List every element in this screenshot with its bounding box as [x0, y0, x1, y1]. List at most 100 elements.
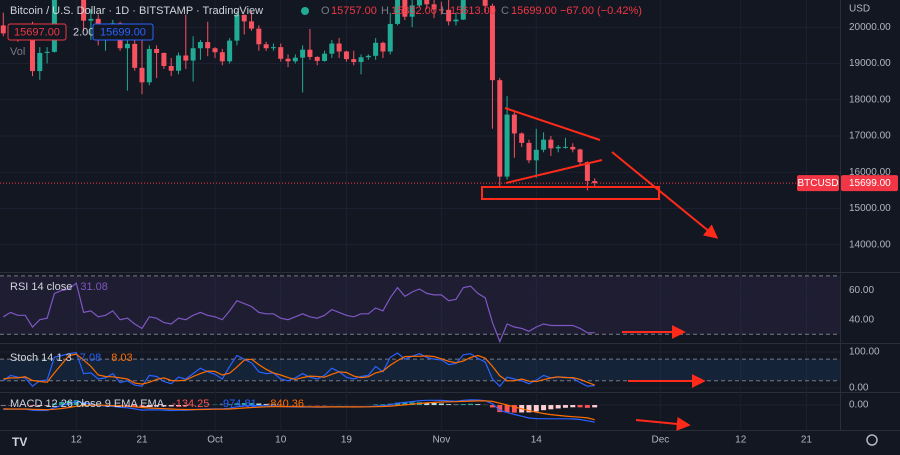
- symbol-tag-label: BTCUSD: [797, 178, 838, 189]
- candle-body: [176, 55, 182, 71]
- histogram-bar: [438, 403, 444, 406]
- price-tag-label: 15699.00: [849, 178, 891, 189]
- candle-body: [548, 139, 554, 149]
- candle-body: [460, 0, 466, 20]
- candle-body: [0, 25, 6, 34]
- y-tick-label: 20000.00: [849, 22, 891, 33]
- histogram-bar: [497, 405, 503, 413]
- candle-body: [365, 55, 371, 58]
- histogram-bar: [446, 404, 452, 406]
- histogram-bar: [132, 405, 138, 408]
- indicator-value: -840.36: [267, 398, 304, 410]
- histogram-bar: [168, 405, 174, 407]
- candle-body: [519, 133, 525, 143]
- indicator-value: 7.08: [80, 352, 101, 364]
- histogram-bar: [570, 405, 576, 408]
- x-tick-label: Dec: [651, 435, 669, 446]
- drawings: [481, 107, 719, 431]
- y-tick-label: 17000.00: [849, 131, 891, 142]
- histogram-bar: [562, 405, 568, 408]
- x-tick-label: Nov: [432, 435, 450, 446]
- candle-body: [497, 80, 503, 177]
- trend-line: [505, 159, 603, 184]
- histogram-bar: [460, 404, 466, 406]
- histogram-bar: [489, 405, 495, 408]
- candle-body: [431, 4, 437, 10]
- candle-body: [300, 49, 306, 58]
- bid-price[interactable]: 15697.00: [14, 26, 60, 38]
- ohlc-value: 15832.00: [391, 5, 437, 17]
- y-tick-label: 0.00: [849, 400, 869, 411]
- candle-body: [81, 0, 87, 21]
- x-tick-label: 14: [531, 435, 543, 446]
- y-tick-label: 100.00: [849, 347, 880, 358]
- candle-body: [124, 43, 130, 49]
- candle-body: [526, 142, 532, 161]
- candle-body: [446, 9, 452, 22]
- histogram-bar: [402, 402, 408, 406]
- candle-body: [241, 14, 247, 22]
- histogram-bar: [526, 405, 532, 413]
- candle-body: [504, 114, 510, 177]
- y-tick-label: 14000.00: [849, 239, 891, 250]
- candle-body: [256, 28, 262, 45]
- candle-body: [533, 149, 539, 161]
- currency-label: USD: [849, 4, 870, 15]
- histogram-bar: [263, 404, 269, 406]
- histogram-bar: [161, 405, 167, 407]
- macd-line: [3, 400, 595, 421]
- candle-body: [212, 48, 218, 53]
- candle-body: [278, 47, 284, 59]
- candle-body: [37, 52, 43, 72]
- candle-body: [197, 42, 203, 49]
- indicator-title: RSI 14 close: [10, 281, 72, 293]
- arrow: [635, 416, 691, 431]
- ohlc-label: H: [381, 5, 389, 17]
- histogram-bar: [533, 405, 539, 412]
- bid-box[interactable]: [7, 23, 67, 41]
- histogram-bar: [183, 405, 189, 406]
- candle-body: [577, 149, 583, 163]
- candle-body: [168, 66, 174, 71]
- candle-body: [161, 52, 167, 67]
- settings-icon[interactable]: [866, 434, 878, 446]
- candle-body: [44, 51, 50, 53]
- ask-box[interactable]: [92, 23, 154, 41]
- status-dot: [301, 7, 309, 15]
- x-tick-label: 21: [801, 435, 813, 446]
- indicator-value: -974.81: [219, 398, 256, 410]
- candle-body: [358, 57, 364, 63]
- candle-body: [336, 43, 342, 52]
- x-tick-label: 12: [71, 435, 83, 446]
- spread: 2.00: [73, 26, 94, 38]
- candle-body: [146, 48, 152, 83]
- histogram-bar: [270, 404, 276, 406]
- price-tag: [841, 175, 898, 192]
- candle-body: [314, 56, 320, 61]
- histogram-bar: [176, 405, 182, 407]
- ohlc-value: 15757.00: [331, 5, 377, 17]
- indicator-line: [3, 353, 595, 386]
- y-tick-label: 19000.00: [849, 58, 891, 69]
- candle-body: [584, 162, 590, 181]
- candle-body: [482, 0, 488, 6]
- ask-price[interactable]: 15699.00: [100, 26, 146, 38]
- indicator-line: [2, 282, 595, 344]
- histogram-bar: [81, 402, 87, 406]
- histogram-bar: [475, 404, 481, 406]
- histogram-bar: [592, 405, 598, 408]
- symbol-title: Bitcoin / U.S. Dollar · 1D · BITSTAMP · …: [10, 5, 263, 17]
- candle-body: [29, 34, 35, 72]
- y-tick-label: 18000.00: [849, 94, 891, 105]
- candle-body: [154, 48, 160, 53]
- histogram-bar: [154, 405, 160, 407]
- ohlc-label: C: [501, 5, 509, 17]
- histogram-bar: [584, 405, 590, 408]
- candle-body: [307, 49, 313, 57]
- change-value: −67.00 (−0.42%): [560, 5, 642, 17]
- x-tick-label: 10: [275, 435, 287, 446]
- histogram-bar: [548, 405, 554, 410]
- candle-body: [249, 21, 255, 29]
- indicator-line: [2, 352, 595, 388]
